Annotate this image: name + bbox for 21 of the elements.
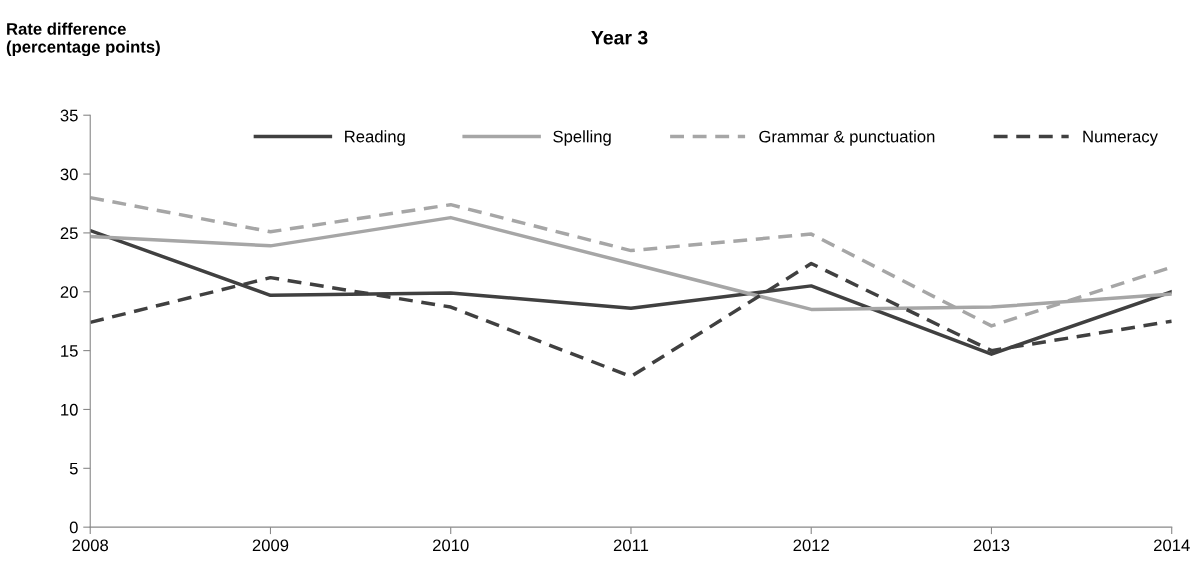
legend-label: Reading (345, 130, 405, 146)
y-tick-label: 10 (61, 403, 78, 416)
x-tick-label: 2013 (973, 539, 1010, 552)
x-tick-label: 2008 (72, 539, 109, 552)
chart-title: Year 3 (591, 30, 648, 45)
y-tick-label: 25 (60, 227, 78, 240)
legend-label: Numeracy (1083, 130, 1158, 146)
x-tick-label: 2009 (252, 539, 289, 552)
y-tick-label: 30 (60, 168, 78, 181)
y-tick-label: 15 (61, 345, 78, 357)
legend-label: Grammar & punctuation (759, 130, 935, 146)
y-tick-label: 5 (69, 462, 78, 475)
y-tick-label: 35 (60, 109, 78, 122)
legend-label: Spelling (553, 130, 611, 146)
y-axis-title: Rate difference (percentage points) (6, 22, 160, 57)
x-tick-label: 2010 (433, 539, 469, 552)
x-tick-label: 2014 (1154, 539, 1190, 552)
y-tick-label: 20 (60, 286, 78, 298)
x-tick-label: 2011 (613, 539, 649, 552)
y-tick-label: 0 (69, 521, 78, 534)
x-tick-label: 2012 (793, 539, 829, 552)
